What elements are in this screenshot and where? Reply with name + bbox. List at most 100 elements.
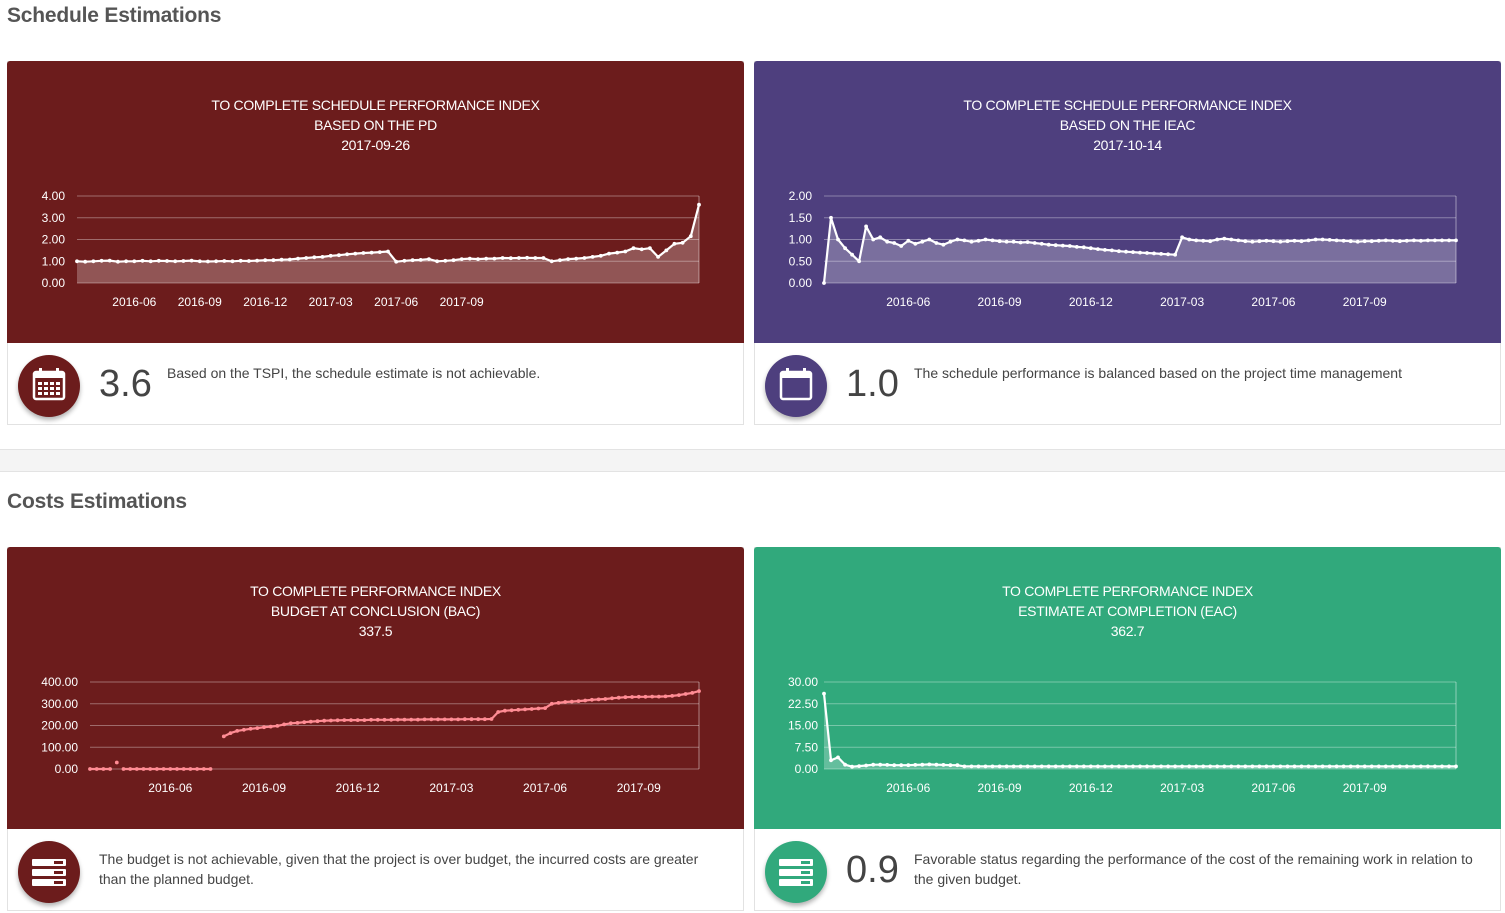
data-point	[934, 241, 939, 245]
data-point	[337, 253, 341, 258]
data-point	[822, 281, 826, 285]
data-point	[462, 717, 467, 722]
card-title-line-2: BASED ON THE PD	[314, 117, 437, 133]
card-title-line-3: 2017-09-26	[341, 137, 410, 153]
data-point	[116, 259, 120, 264]
card-title-line-1: TO COMPLETE SCHEDULE PERFORMANCE INDEX	[211, 97, 540, 113]
data-point	[197, 259, 202, 264]
series-area	[77, 204, 699, 283]
x-tick-label: 2017-06	[523, 781, 567, 795]
data-point	[469, 717, 474, 722]
data-point	[906, 763, 911, 768]
data-point	[1236, 238, 1241, 243]
data-point	[484, 256, 489, 261]
data-point	[1383, 764, 1388, 769]
data-point	[1053, 243, 1058, 248]
data-point	[247, 259, 251, 263]
chart-tspi-pd: 0.00 1.00 2.00 3.00 4.00 2016-06 2016-09 2016-1…	[42, 189, 701, 309]
data-point	[1292, 238, 1297, 243]
data-point	[386, 249, 390, 254]
data-point	[402, 717, 407, 722]
card-header: TO COMPLETE PERFORMANCE INDEX BUDGET AT …	[7, 547, 744, 829]
data-point	[623, 249, 628, 254]
y-tick-label: 0.00	[789, 276, 813, 290]
x-tick-label: 2016-12	[1069, 781, 1113, 795]
data-point	[997, 239, 1002, 244]
card-header: TO COMPLETE SCHEDULE PERFORMANCE INDEX B…	[7, 61, 744, 343]
data-point	[140, 258, 145, 263]
data-point	[476, 257, 480, 261]
y-tick-label: 2.00	[789, 189, 813, 203]
data-point	[836, 237, 840, 242]
data-point	[680, 240, 685, 245]
data-point	[850, 764, 854, 769]
data-point	[962, 238, 967, 243]
data-point	[1433, 764, 1437, 769]
data-point	[1187, 237, 1192, 242]
data-point	[1440, 764, 1444, 769]
data-point	[664, 248, 669, 253]
x-tick-label: 2017-09	[440, 295, 484, 309]
data-point	[983, 764, 988, 769]
data-point	[636, 694, 641, 699]
data-point	[1355, 239, 1360, 244]
data-point	[134, 767, 139, 771]
x-tick-label: 2016-06	[112, 295, 156, 309]
icon-circle	[765, 355, 827, 417]
data-point	[1271, 764, 1276, 769]
data-point	[871, 762, 876, 767]
data-point	[161, 767, 166, 771]
x-tick-label: 2017-03	[1160, 781, 1204, 795]
data-point	[353, 251, 358, 256]
data-point	[1159, 252, 1163, 256]
data-point	[221, 734, 226, 739]
data-point	[328, 253, 333, 258]
data-point	[75, 259, 79, 264]
data-point	[962, 764, 967, 769]
data-point	[1376, 764, 1381, 769]
data-point	[410, 258, 415, 263]
x-tick-label: 2016-12	[336, 781, 380, 795]
data-point	[697, 202, 701, 207]
data-point	[382, 717, 387, 722]
icon-circle	[18, 841, 80, 903]
data-point	[1250, 239, 1255, 244]
y-tick-label: 1.00	[42, 254, 66, 268]
data-point	[188, 767, 193, 771]
x-tick-label: 2017-03	[1160, 295, 1204, 309]
data-point	[516, 707, 521, 712]
x-tick-label: 2016-12	[1069, 295, 1113, 309]
x-tick-label: 2017-03	[309, 295, 353, 309]
data-point	[361, 251, 366, 255]
data-point	[1454, 238, 1458, 243]
x-tick-label: 2016-06	[886, 295, 930, 309]
card-title: TO COMPLETE PERFORMANCE INDEX BUDGET AT …	[7, 581, 744, 641]
card-footer: The budget is not achievable, given that…	[8, 829, 743, 910]
data-point	[1018, 240, 1023, 245]
data-point	[295, 721, 300, 725]
data-point	[1362, 239, 1367, 244]
data-point	[1039, 764, 1044, 769]
data-point	[1103, 764, 1107, 769]
card-footer: 0.9 Favorable status regarding the perfo…	[755, 829, 1500, 910]
data-point	[369, 717, 373, 722]
data-point	[1060, 764, 1065, 769]
data-point	[1067, 764, 1072, 769]
data-point	[529, 707, 534, 711]
card-tspi-ieac: TO COMPLETE SCHEDULE PERFORMANCE INDEX B…	[754, 61, 1501, 425]
data-point	[836, 755, 840, 760]
data-point	[639, 247, 644, 252]
data-point	[549, 259, 554, 264]
data-point	[1306, 764, 1311, 769]
data-point	[892, 763, 897, 768]
data-point	[1299, 764, 1304, 769]
data-point	[1152, 251, 1156, 256]
data-point	[214, 259, 219, 264]
card-title-line-2: ESTIMATE AT COMPLETION (EAC)	[1018, 603, 1237, 619]
data-point	[1447, 764, 1451, 769]
data-point	[927, 237, 932, 242]
data-point	[503, 708, 507, 713]
data-point	[509, 708, 514, 713]
data-point	[822, 691, 826, 696]
data-point	[268, 724, 273, 729]
